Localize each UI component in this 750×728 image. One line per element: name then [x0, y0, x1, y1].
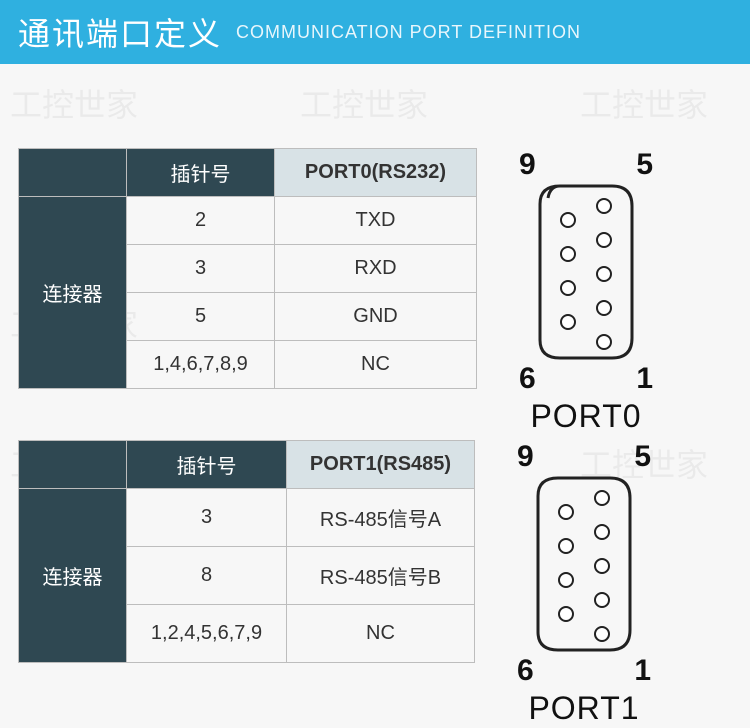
- pin-label-6: 6: [517, 654, 534, 688]
- pin-cell: 8: [127, 547, 287, 605]
- func-cell: GND: [275, 293, 477, 341]
- port0-label: PORT0: [491, 398, 681, 435]
- header-bar: 通讯端口定义 COMMUNICATION PORT DEFINITION: [0, 0, 750, 64]
- db9-connector-icon: [524, 474, 644, 654]
- pin-label-9: 9: [519, 148, 536, 182]
- pin-cell: 1,2,4,5,6,7,9: [127, 605, 287, 663]
- header-blank: [19, 149, 127, 197]
- header-blank: [19, 441, 127, 489]
- db9-bottom-labels: 6 1: [489, 654, 679, 688]
- pin-label-6: 6: [519, 362, 536, 396]
- pin-cell: 3: [127, 245, 275, 293]
- pin-cell: 2: [127, 197, 275, 245]
- port1-label: PORT1: [489, 690, 679, 727]
- func-cell: TXD: [275, 197, 477, 245]
- port1-section: 插针号 PORT1(RS485) 连接器 3 RS-485信号A 8 RS-48…: [18, 440, 679, 727]
- table-row: 连接器 3 RS-485信号A: [19, 489, 475, 547]
- watermark-text: 工控世家: [300, 80, 428, 126]
- func-cell: NC: [287, 605, 475, 663]
- header-pin: 插针号: [127, 149, 275, 197]
- pin-cell: 5: [127, 293, 275, 341]
- title-en: COMMUNICATION PORT DEFINITION: [236, 22, 581, 43]
- port0-section: 插针号 PORT0(RS232) 连接器 2 TXD 3 RXD 5 GND 1…: [18, 148, 681, 435]
- port1-table: 插针号 PORT1(RS485) 连接器 3 RS-485信号A 8 RS-48…: [18, 440, 475, 663]
- header-port: PORT0(RS232): [275, 149, 477, 197]
- pin-label-9: 9: [517, 440, 534, 474]
- pin-cell: 3: [127, 489, 287, 547]
- func-cell: NC: [275, 341, 477, 389]
- func-cell: RXD: [275, 245, 477, 293]
- db9-top-labels: 9 5: [491, 148, 681, 182]
- port0-table: 插针号 PORT0(RS232) 连接器 2 TXD 3 RXD 5 GND 1…: [18, 148, 477, 389]
- pin-label-5: 5: [634, 440, 651, 474]
- func-cell: RS-485信号B: [287, 547, 475, 605]
- table-row: 连接器 2 TXD: [19, 197, 477, 245]
- table-header-row: 插针号 PORT1(RS485): [19, 441, 475, 489]
- header-port: PORT1(RS485): [287, 441, 475, 489]
- connector-label: 连接器: [19, 489, 127, 663]
- title-cn: 通讯端口定义: [18, 9, 222, 55]
- pin-label-1: 1: [634, 654, 651, 688]
- db9-top-labels: 9 5: [489, 440, 679, 474]
- port0-connector-diagram: 9 5 6 1 PORT0: [491, 148, 681, 435]
- db9-bottom-labels: 6 1: [491, 362, 681, 396]
- watermark-text: 工控世家: [580, 80, 708, 126]
- header-pin: 插针号: [127, 441, 287, 489]
- watermark-text: 工控世家: [10, 80, 138, 126]
- pin-cell: 1,4,6,7,8,9: [127, 341, 275, 389]
- port1-connector-diagram: 9 5 6 1 PORT1: [489, 440, 679, 727]
- connector-label: 连接器: [19, 197, 127, 389]
- db9-connector-icon: [526, 182, 646, 362]
- table-header-row: 插针号 PORT0(RS232): [19, 149, 477, 197]
- pin-label-1: 1: [636, 362, 653, 396]
- func-cell: RS-485信号A: [287, 489, 475, 547]
- pin-label-5: 5: [636, 148, 653, 182]
